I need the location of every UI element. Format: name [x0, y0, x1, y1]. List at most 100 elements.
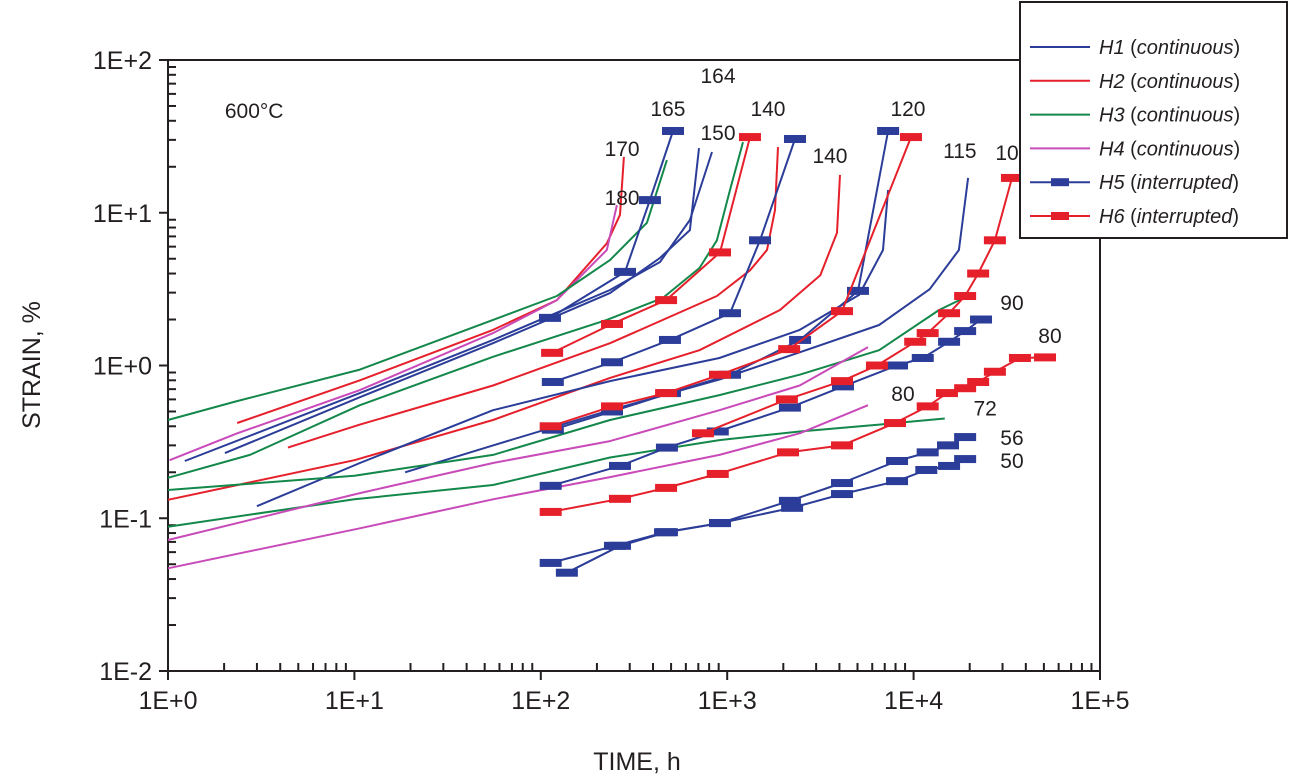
series-line	[184, 151, 713, 462]
data-point-marker	[655, 389, 678, 398]
x-tick-label: 1E+3	[698, 687, 757, 715]
data-point-marker	[831, 382, 854, 391]
series-h5-curve	[555, 455, 977, 577]
stress-label: 56	[1000, 427, 1023, 450]
data-point-marker	[954, 384, 977, 393]
data-point-marker	[886, 477, 909, 486]
data-point-marker	[983, 236, 1006, 245]
data-point-marker	[1008, 353, 1031, 362]
series-line	[702, 177, 1013, 435]
series-line	[551, 136, 751, 354]
legend-item-h4: H4 (continuous)	[1030, 138, 1240, 160]
legend-box	[1019, 1, 1288, 239]
stress-label: 180	[605, 187, 640, 210]
y-tick-label: 1E-2	[99, 658, 152, 686]
x-tick-label: 1E+2	[511, 687, 570, 715]
data-point-marker	[601, 407, 624, 416]
legend-item-h2: H2 (continuous)	[1030, 71, 1240, 93]
legend-marker	[1051, 178, 1069, 187]
data-point-marker	[831, 441, 854, 450]
series-h4-curve	[167, 346, 869, 541]
data-point-marker	[983, 367, 1006, 376]
data-point-marker	[608, 461, 631, 470]
data-point-marker	[601, 319, 624, 328]
series-layer	[167, 126, 1057, 577]
data-point-marker	[555, 568, 578, 577]
data-point-marker	[938, 337, 961, 346]
data-point-marker	[899, 133, 922, 142]
data-point-marker	[884, 419, 907, 428]
stress-label: 164	[701, 65, 736, 88]
stress-label: 170	[605, 138, 640, 161]
legend-label: H1 (continuous)	[1099, 37, 1240, 59]
series-h2-curve	[287, 147, 779, 449]
data-point-marker	[614, 267, 637, 276]
data-point-marker	[916, 402, 939, 411]
y-tick-label: 1E+2	[93, 47, 152, 75]
data-point-marker	[954, 433, 977, 442]
series-h5-curve	[541, 134, 806, 386]
data-point-marker	[778, 496, 801, 505]
data-point-marker	[709, 370, 732, 379]
data-point-marker	[789, 335, 812, 344]
data-point-marker	[541, 377, 564, 386]
x-tick-label: 1E+1	[325, 687, 384, 715]
legend-label: H5 (interrupted)	[1099, 172, 1239, 194]
series-line	[167, 404, 869, 570]
series-h1-curve	[224, 147, 700, 455]
x-axis-title: TIME, h	[593, 748, 681, 776]
stress-label: 140	[750, 98, 785, 121]
series-line	[256, 189, 890, 508]
series-h5-curve	[538, 126, 685, 322]
data-point-marker	[601, 358, 624, 367]
data-point-marker	[904, 337, 927, 346]
data-point-marker	[777, 448, 800, 457]
series-line	[566, 458, 966, 574]
y-axis-title: STRAIN, %	[18, 301, 46, 429]
data-point-marker	[967, 269, 990, 278]
stress-label: 120	[890, 98, 925, 121]
legend-label: H4 (continuous)	[1099, 138, 1240, 160]
data-point-marker	[601, 402, 624, 411]
data-point-marker	[831, 479, 854, 488]
series-h4-curve	[167, 404, 869, 570]
series-line	[167, 346, 869, 541]
data-point-marker	[954, 292, 977, 301]
legend-label: H3 (continuous)	[1099, 105, 1240, 127]
series-line	[167, 141, 744, 479]
stress-label: 80	[1038, 325, 1061, 348]
data-point-marker	[749, 236, 772, 245]
data-point-marker	[608, 541, 631, 550]
series-h3-curve	[167, 297, 964, 491]
series-line	[169, 204, 618, 462]
data-point-marker	[718, 309, 741, 318]
legend-item-h5: H5 (interrupted)	[1030, 172, 1239, 194]
data-point-marker	[539, 558, 562, 567]
stress-label: 50	[1000, 450, 1023, 473]
data-point-marker	[970, 315, 993, 324]
stress-label: 80	[891, 383, 914, 406]
data-point-marker	[831, 490, 854, 499]
data-point-marker	[846, 286, 869, 295]
data-point-marker	[655, 296, 678, 305]
legend: H1 (continuous) H2 (continuous) H3 (contin…	[1019, 1, 1288, 239]
series-h3-curve	[167, 141, 744, 479]
data-point-marker	[658, 335, 681, 344]
data-point-marker	[775, 395, 798, 404]
data-point-marker	[865, 361, 888, 370]
data-point-marker	[831, 307, 854, 316]
series-line	[167, 159, 668, 421]
data-point-marker	[538, 313, 561, 322]
data-point-marker	[967, 377, 990, 386]
data-point-marker	[831, 377, 854, 386]
series-line	[549, 130, 674, 319]
data-point-marker	[935, 389, 958, 398]
data-point-marker	[655, 528, 678, 537]
data-point-marker	[938, 461, 961, 470]
temperature-label: 600°C	[225, 100, 284, 123]
data-point-marker	[691, 429, 714, 438]
data-point-marker	[877, 126, 900, 135]
stress-label: 165	[650, 98, 685, 121]
stress-label: 90	[1000, 292, 1023, 315]
